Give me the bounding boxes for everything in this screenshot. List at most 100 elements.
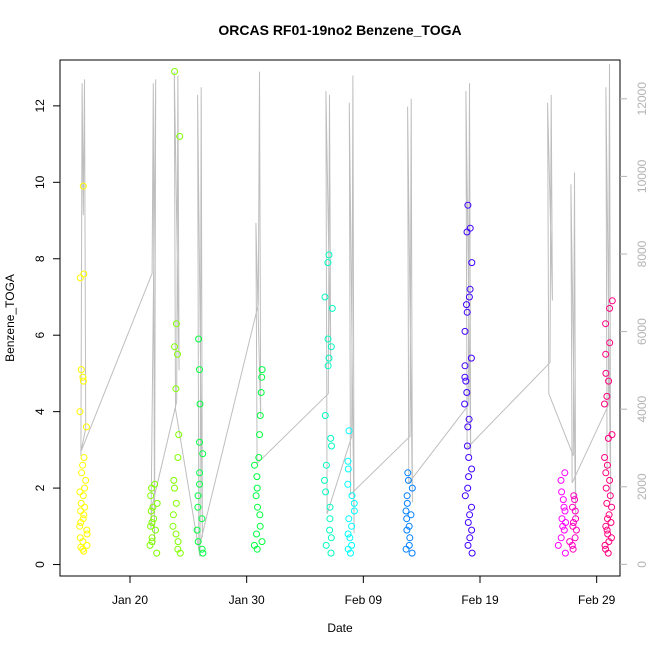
data-point — [79, 377, 87, 385]
data-point — [461, 400, 469, 408]
data-point — [404, 476, 412, 484]
y-tick-label: 10 — [33, 175, 47, 189]
data-point — [344, 530, 352, 538]
data-point — [466, 285, 474, 293]
data-point — [174, 454, 182, 461]
data-point — [82, 423, 90, 431]
data-point — [603, 461, 611, 469]
data-point — [605, 377, 613, 385]
y2-tick-label: 2000 — [635, 473, 649, 500]
data-point — [171, 68, 179, 75]
data-point — [466, 511, 474, 519]
data-point — [147, 507, 155, 515]
data-point — [608, 503, 616, 511]
data-point — [602, 320, 610, 328]
data-point — [605, 538, 613, 546]
data-point — [77, 499, 85, 507]
data-point — [461, 373, 469, 381]
data-point — [606, 492, 614, 500]
data-point — [604, 434, 612, 442]
data-point — [344, 480, 352, 488]
data-point — [465, 473, 473, 481]
data-point — [463, 389, 471, 396]
data-point — [80, 270, 88, 278]
data-point — [571, 507, 579, 515]
data-point — [468, 549, 476, 557]
data-point — [606, 304, 614, 312]
data-point — [465, 415, 473, 423]
data-point — [255, 454, 263, 461]
data-point — [194, 492, 202, 500]
data-point — [607, 519, 615, 526]
data-point — [199, 549, 207, 557]
data-point — [80, 511, 88, 519]
series-1 — [146, 68, 184, 557]
data-point — [402, 545, 410, 553]
data-point — [403, 515, 411, 523]
y-tick-label: 4 — [33, 408, 47, 415]
data-point — [602, 469, 610, 477]
plot-frame — [59, 59, 621, 577]
data-point — [326, 526, 334, 534]
data-point — [327, 343, 335, 351]
data-point — [322, 461, 330, 469]
y2-tick-label: 8000 — [635, 240, 649, 267]
data-point — [148, 484, 156, 492]
data-point — [405, 522, 413, 530]
y-axis-left: 0 2 4 6 8 10 12 — [33, 99, 60, 568]
data-point — [324, 335, 332, 343]
series-8 — [566, 492, 580, 553]
data-point — [324, 362, 332, 370]
data-point — [572, 515, 580, 523]
data-point — [169, 522, 177, 530]
data-point — [196, 366, 203, 374]
data-point — [253, 530, 260, 538]
data-point — [606, 339, 614, 347]
data-point — [571, 534, 579, 542]
data-point — [464, 484, 472, 492]
data-point — [345, 515, 353, 523]
data-point — [407, 511, 415, 519]
data-point — [572, 526, 580, 534]
data-point — [325, 251, 333, 259]
data-point — [82, 476, 90, 484]
data-point — [148, 534, 156, 542]
data-point — [326, 503, 334, 511]
data-point — [175, 431, 183, 439]
data-point — [570, 492, 578, 500]
x-axis-title: Date — [327, 621, 353, 635]
data-point — [251, 461, 258, 469]
data-point — [461, 327, 469, 335]
data-point — [198, 545, 206, 553]
data-point — [253, 545, 261, 553]
data-point — [172, 385, 180, 393]
data-point — [172, 530, 180, 538]
data-point — [79, 492, 87, 500]
data-point — [461, 492, 469, 500]
data-point — [468, 526, 476, 534]
data-point — [196, 480, 203, 488]
data-point — [463, 228, 471, 236]
data-point — [327, 534, 335, 542]
data-point — [403, 499, 411, 507]
data-point — [405, 541, 413, 549]
data-point — [174, 350, 181, 358]
data-point — [254, 503, 261, 511]
data-point — [77, 507, 85, 515]
data-point — [465, 293, 473, 301]
data-point — [170, 476, 178, 484]
scatter-points — [76, 68, 616, 557]
data-point — [463, 308, 471, 316]
data-point — [561, 469, 569, 477]
data-point — [568, 541, 576, 549]
data-point — [350, 499, 358, 507]
data-point — [559, 522, 567, 530]
y-tick-label: 6 — [33, 332, 47, 339]
data-point — [81, 503, 89, 511]
data-point — [463, 301, 470, 309]
data-point — [603, 392, 611, 400]
data-point — [601, 454, 609, 461]
data-point — [605, 511, 613, 519]
data-point — [466, 534, 474, 542]
